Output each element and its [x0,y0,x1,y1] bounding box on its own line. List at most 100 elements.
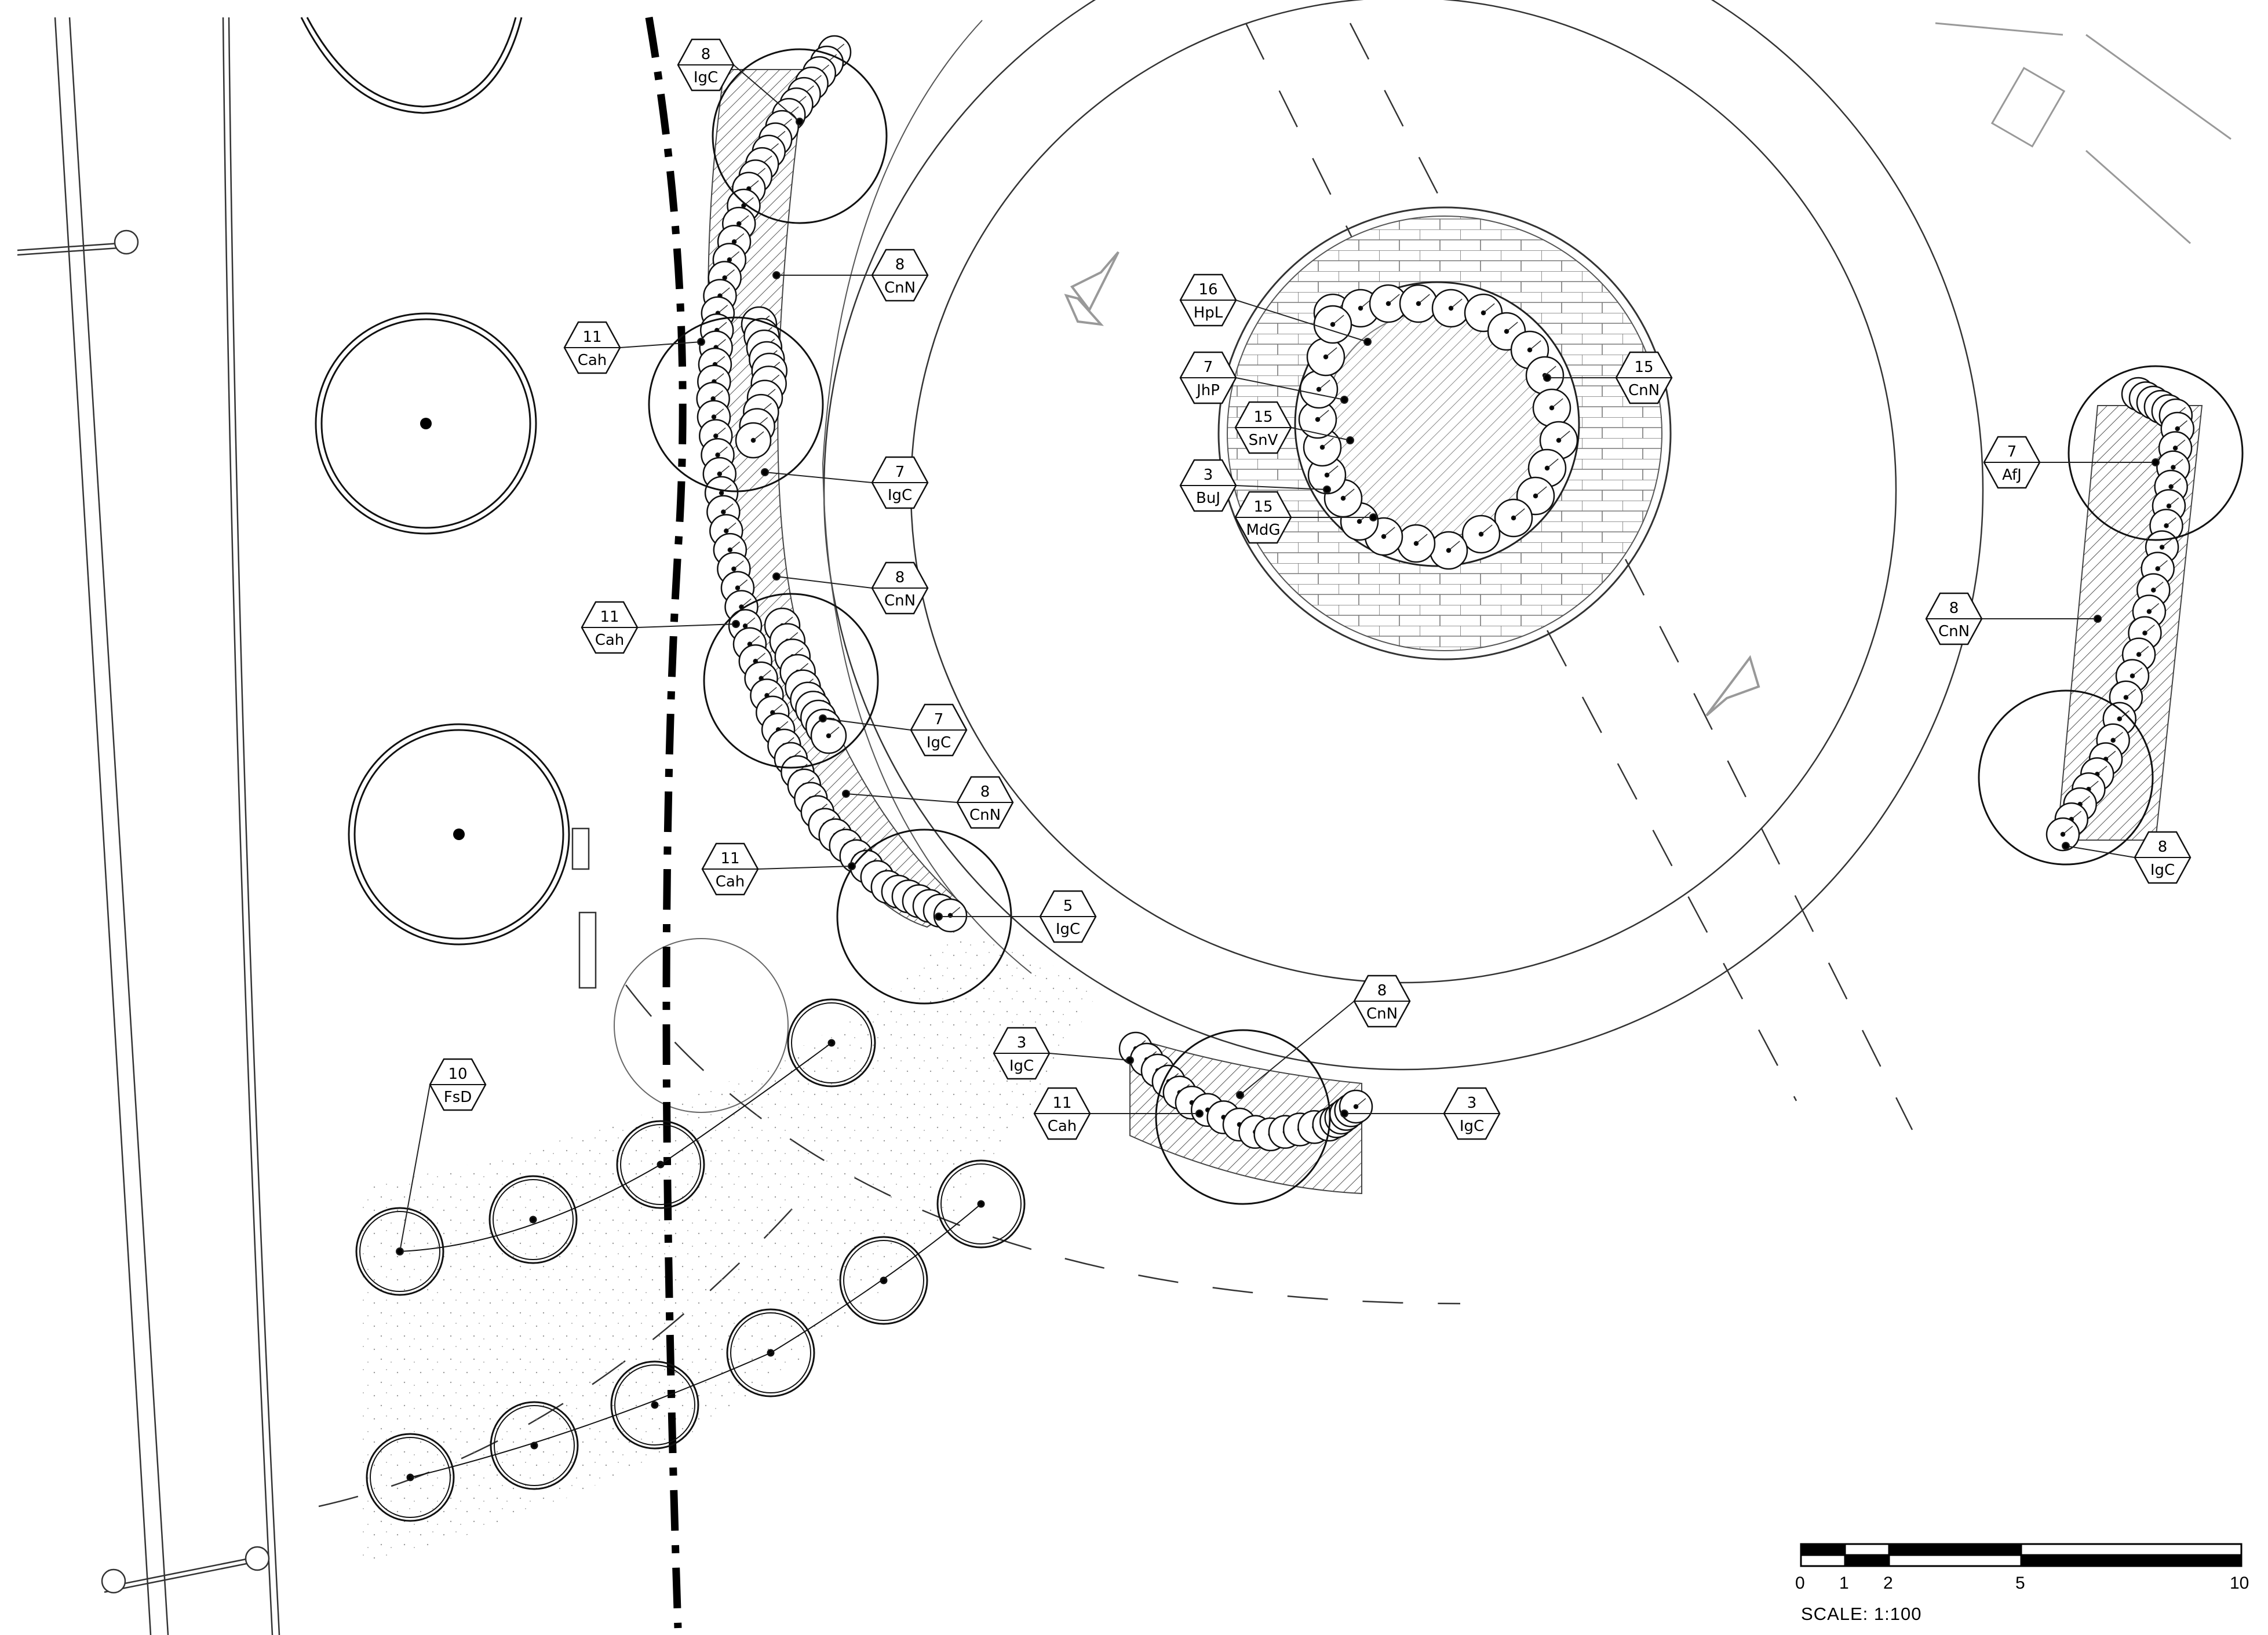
plant-tag-code: CnN [884,592,916,610]
plant-tag-count: 3 [1017,1034,1027,1052]
plant-tag-code: FsD [444,1089,472,1106]
plant-tag-count: 11 [600,608,619,626]
plant-tag: 11 Cah [581,601,639,654]
scale-tick-1: 1 [1839,1574,1849,1593]
plant-tag: 11 Cah [701,842,759,896]
shrub-groups [696,35,2195,1152]
street-tree [610,1360,699,1450]
shrub-symbol [1396,524,1436,563]
scale-tick-0: 0 [1795,1574,1805,1593]
bench [578,911,597,989]
plant-tag-count: 7 [934,711,944,728]
plant-tag-code: IgC [927,734,951,751]
shrub-symbol [1532,388,1571,428]
scale-tick-2: 2 [1883,1574,1893,1593]
plant-tag-layer: 8 IgC 8 CnN 11 Cah 7 IgC 8 CnN 11 Cah 7 IgC 8 CnN 11 Cah 5… [429,38,2192,1140]
shrub-symbol [1339,1089,1373,1124]
plant-tag: 5 IgC [1039,890,1097,943]
plant-tag-code: BuJ [1196,490,1220,507]
plant-tag-count: 7 [895,464,905,481]
plant-tag-code: CnN [884,279,916,297]
street-tree [839,1236,928,1325]
plant-tag-count: 8 [1377,982,1387,999]
street-tree [488,1175,578,1264]
plant-tag-code: MdG [1246,521,1280,539]
plant-tag: 7 AfJ [1983,436,2041,489]
plant-tag: 8 CnN [1925,592,1983,645]
light-poles [101,229,270,1594]
plant-tag-code: CnN [1366,1005,1398,1023]
plant-tag: 8 CnN [1353,975,1411,1028]
plant-tag-code: IgC [1460,1118,1484,1135]
plant-tag: 10 FsD [429,1058,487,1111]
canopy-circles [648,48,2244,1205]
plant-tag-code: AfJ [2002,466,2022,484]
shrub-symbol [735,422,772,459]
plant-tag-code: IgC [2150,862,2175,879]
plant-tag: 7 JhP [1179,351,1237,404]
plant-tag-count: 8 [701,46,711,63]
plant-tag-count: 16 [1198,281,1217,298]
plant-tag-count: 10 [448,1065,467,1083]
shrub-symbol [1431,289,1471,328]
direction-arrow-icon [1705,655,1760,717]
road-edges [17,17,280,1635]
plant-tag-count: 8 [2158,838,2168,856]
existing-trees [300,17,570,946]
plant-tag: 3 BuJ [1179,459,1237,512]
plant-tag: 11 Cah [563,321,621,374]
plant-tag-code: HpL [1194,304,1223,322]
property-line [645,16,687,1629]
scale-bar [1800,1543,2243,1567]
plant-tag-count: 11 [720,850,739,867]
plant-tag: 8 CnN [871,561,929,615]
shrub-symbol [1313,305,1352,344]
scale-label: SCALE: 1:100 [1801,1604,1922,1624]
plant-tag: 16 HpL [1179,273,1237,327]
plant-tag-code: CnN [1628,382,1660,399]
plant-tag-code: Cah [578,352,607,369]
plant-tag: 7 IgC [910,703,968,757]
plant-tag-code: Cah [595,632,625,649]
shrub-symbol [933,898,968,933]
crosswalk [1935,22,2231,244]
plant-tag: 8 IgC [2134,831,2192,884]
plant-tag-count: 8 [1949,600,1959,617]
plant-tag: 11 Cah [1033,1087,1091,1140]
shrub-symbol [1494,498,1533,538]
tree-center-dot [453,829,465,840]
street-trees [355,998,1026,1522]
plant-tag-count: 5 [1063,897,1073,915]
plant-tag: 3 IgC [993,1027,1051,1080]
plant-tag-code: IgC [1056,921,1080,938]
plant-tag-code: JhP [1195,382,1220,399]
plant-tag: 3 IgC [1443,1087,1501,1140]
plant-tag: 8 CnN [871,249,929,302]
shrub-symbol [2045,817,2080,852]
leader-lines [396,64,2160,1256]
shrub-symbol [1299,370,1339,409]
plant-tag: 8 CnN [956,776,1014,829]
shrub-symbol [1429,531,1468,570]
plant-tag-count: 3 [1204,466,1213,484]
plant-tag-count: 8 [895,256,905,273]
shrub-symbol [810,717,847,754]
plant-tag-count: 15 [1253,408,1272,426]
plant-tag-code: CnN [969,806,1001,824]
plant-tag: 7 IgC [871,456,929,509]
plant-tag-count: 8 [895,569,905,586]
street-tree [787,998,876,1087]
street-tree [490,1401,579,1490]
plant-tag-count: 8 [980,783,990,801]
plant-tag: 15 SnV [1234,401,1292,454]
plant-tag-count: 11 [1052,1094,1071,1112]
plant-tag-code: IgC [1009,1057,1034,1075]
tree-center-dot [420,418,432,429]
plant-tag: 8 IgC [677,38,735,92]
grass-area [359,927,1101,1564]
plant-tag-count: 7 [1204,359,1213,376]
shrub-symbol [1461,514,1501,554]
bench [571,827,590,870]
street-tree [726,1308,815,1397]
